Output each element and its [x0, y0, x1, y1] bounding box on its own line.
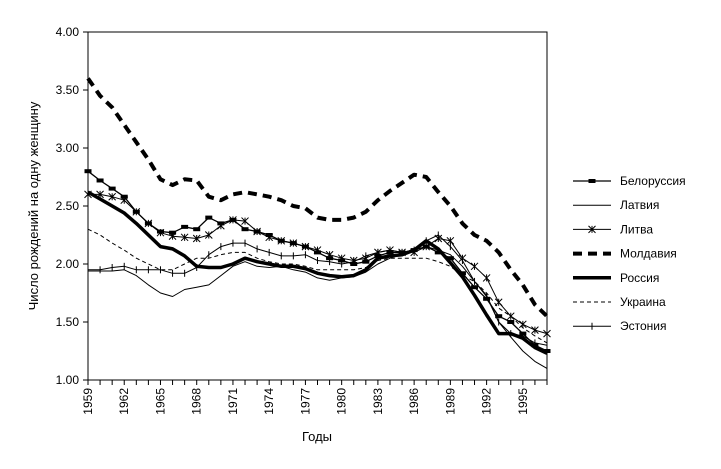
plot-area	[87, 31, 548, 381]
legend: Белоруссия Латвия Литва Молдавия Россия Украи…	[573, 174, 686, 333]
y-tick-label: 4.00	[56, 25, 80, 39]
legend-item: Украина	[573, 295, 666, 309]
y-tick-label: 2.00	[56, 257, 80, 271]
x-tick-label: 1974	[262, 388, 276, 415]
legend-label: Литва	[620, 222, 653, 236]
series-marker	[204, 231, 213, 239]
legend-item: Литва	[573, 222, 653, 236]
series-marker	[144, 219, 153, 228]
series-marker	[181, 224, 189, 229]
legend-label: Белоруссия	[620, 174, 686, 188]
x-tick-label: 1971	[226, 388, 240, 415]
series-marker	[470, 262, 479, 271]
legend-label: Латвия	[620, 198, 659, 212]
y-axis-title: Число рождений на одну женщину	[26, 101, 41, 310]
legend-item: Эстония	[573, 319, 667, 333]
series-marker	[518, 320, 527, 329]
legend-label: Эстония	[620, 319, 667, 333]
x-tick-label: 1983	[371, 388, 385, 415]
x-axis: 1959 1962 1965 1968 1971 1974 1977 1980 1983 1986…	[81, 380, 548, 415]
series-4	[87, 190, 548, 355]
series-line	[87, 228, 548, 344]
legend-item: Латвия	[573, 198, 659, 212]
series-marker	[241, 217, 249, 225]
x-tick-label: 1962	[117, 388, 131, 415]
series-marker	[217, 221, 225, 230]
series-line	[86, 77, 549, 318]
series-marker	[507, 320, 515, 324]
series-5	[87, 228, 548, 344]
series-marker	[168, 232, 177, 241]
series-marker	[588, 225, 596, 234]
series-line	[87, 190, 548, 355]
x-tick-label: 1965	[153, 388, 167, 415]
series-3	[86, 77, 549, 318]
series-marker	[277, 236, 286, 245]
legend-label: Молдавия	[620, 247, 677, 261]
x-tick-label: 1995	[516, 388, 530, 415]
series-marker	[192, 234, 201, 243]
series-1	[88, 246, 548, 369]
y-tick-label: 2.50	[56, 199, 80, 213]
series-marker	[301, 242, 310, 251]
x-tick-label: 1989	[443, 388, 457, 415]
series-marker	[241, 227, 249, 232]
x-tick-label: 1977	[298, 388, 312, 415]
x-tick-label: 1968	[190, 388, 204, 415]
x-tick-label: 1992	[480, 388, 494, 415]
x-tick-label: 1986	[407, 388, 421, 415]
y-axis: 1.00 1.50 2.00 2.50 3.00 3.50 4.00	[56, 25, 88, 387]
series-marker	[108, 186, 116, 191]
series-marker	[253, 227, 261, 236]
series-marker	[180, 233, 189, 242]
series-marker	[588, 179, 596, 183]
series-marker	[193, 227, 201, 232]
x-tick-label: 1959	[81, 388, 95, 415]
series-marker	[543, 329, 551, 338]
series-6	[87, 231, 548, 349]
series-marker	[313, 246, 322, 254]
series-line	[88, 246, 548, 369]
series-marker	[120, 196, 129, 205]
legend-item: Белоруссия	[573, 174, 686, 188]
legend-item: Молдавия	[573, 247, 677, 261]
series-layer	[84, 77, 551, 369]
series-marker	[108, 192, 117, 201]
legend-label: Россия	[620, 271, 659, 285]
series-marker	[471, 285, 479, 290]
x-axis-title: Годы	[302, 429, 332, 444]
y-tick-label: 3.00	[56, 141, 80, 155]
legend-label: Украина	[620, 295, 666, 309]
series-marker	[482, 274, 491, 282]
series-marker	[205, 215, 213, 220]
series-marker	[156, 228, 165, 237]
x-tick-label: 1980	[335, 388, 349, 415]
y-tick-label: 3.50	[56, 83, 80, 97]
series-marker	[96, 178, 104, 183]
series-marker	[132, 207, 141, 216]
series-marker	[84, 169, 92, 174]
series-marker	[265, 233, 274, 242]
legend-item: Россия	[573, 271, 659, 285]
series-marker	[229, 216, 237, 224]
y-tick-label: 1.50	[56, 315, 80, 329]
series-marker	[325, 250, 334, 259]
series-marker	[289, 239, 298, 247]
y-tick-label: 1.00	[56, 373, 80, 387]
series-marker	[531, 326, 539, 334]
